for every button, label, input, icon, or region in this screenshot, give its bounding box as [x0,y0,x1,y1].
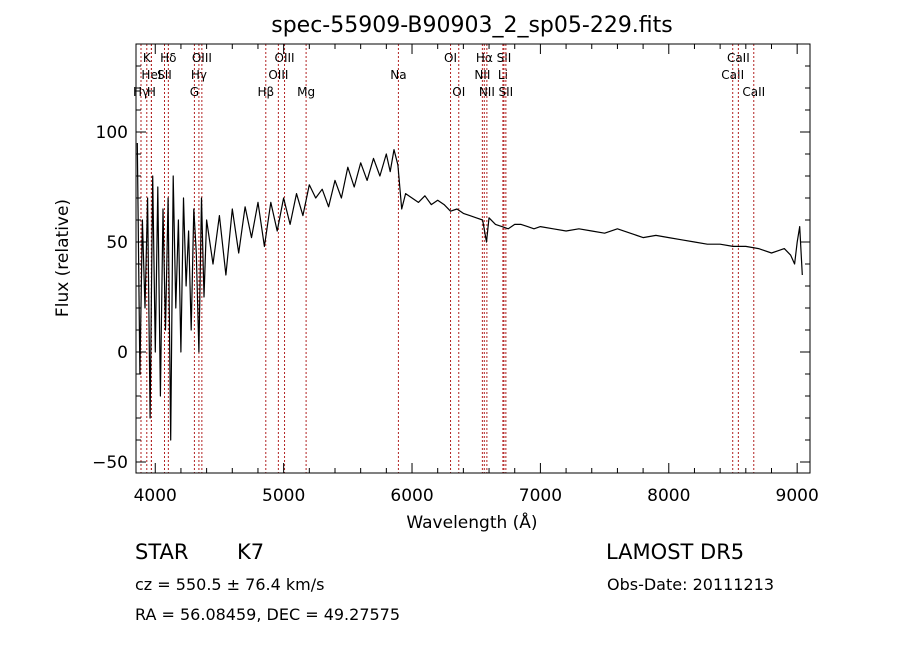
line-marker-label: Li [498,68,508,82]
line-marker-label: SII [157,68,172,82]
plot-frame [135,43,811,474]
line-marker-label: K [143,51,152,65]
line-marker-label: CaII [721,68,744,82]
y-tick-label: 50 [106,233,128,253]
axis-ticks: 4000 5000 6000 7000 8000 9000 −50 0 50 100 [92,43,819,506]
line-marker-label: Hβ [257,85,274,99]
line-marker-label: CaII [727,51,750,65]
line-marker-label: SII [497,51,512,65]
line-marker-label: Hα [476,51,493,65]
line-marker-label: G [190,85,199,99]
x-tick-label: 8000 [647,486,690,506]
x-tick-label: 5000 [262,486,305,506]
line-marker-label: OI [452,85,465,99]
survey-name: LAMOST DR5 [606,540,745,564]
x-tick-label: 9000 [776,486,819,506]
line-marker-label: Hδ [160,51,176,65]
spectral-line-markers: HγKHeIHSIIHδGHγOIIIHβOIIIOIIIMgNaOIOINII… [133,44,765,473]
line-marker-label: NII [479,85,495,99]
x-axis-label: Wavelength (Å) [406,511,537,533]
line-marker-label: SII [499,85,514,99]
object-subclass: K7 [237,540,265,564]
line-marker-label: Hγ [191,68,207,82]
spectrum-line [136,142,803,441]
x-tick-label: 6000 [390,486,433,506]
line-marker-label: OIII [192,51,212,65]
line-marker-label: NII [474,68,490,82]
y-tick-label: 100 [96,123,128,143]
line-marker-label: OIII [275,51,295,65]
line-marker-label: OIII [268,68,288,82]
chart-title: spec-55909-B90903_2_sp05-229.fits [271,13,673,38]
line-marker-label: HeI [141,68,161,82]
observation-date: Obs-Date: 20111213 [607,575,775,594]
y-tick-label: −50 [92,453,128,473]
sky-coordinates: RA = 56.08459, DEC = 49.27575 [135,605,401,624]
line-marker-label: Na [390,68,406,82]
y-axis-label: Flux (relative) [53,199,73,317]
line-marker-label: Mg [297,85,315,99]
y-tick-label: 0 [117,343,128,363]
line-marker-label: H [147,85,156,99]
object-class: STAR [135,540,189,564]
line-marker-label: OI [444,51,457,65]
redshift-info: cz = 550.5 ± 76.4 km/s [135,575,325,594]
x-tick-label: 4000 [134,486,177,506]
line-marker-label: CaII [742,85,765,99]
x-tick-label: 7000 [519,486,562,506]
series-layer [136,142,803,441]
